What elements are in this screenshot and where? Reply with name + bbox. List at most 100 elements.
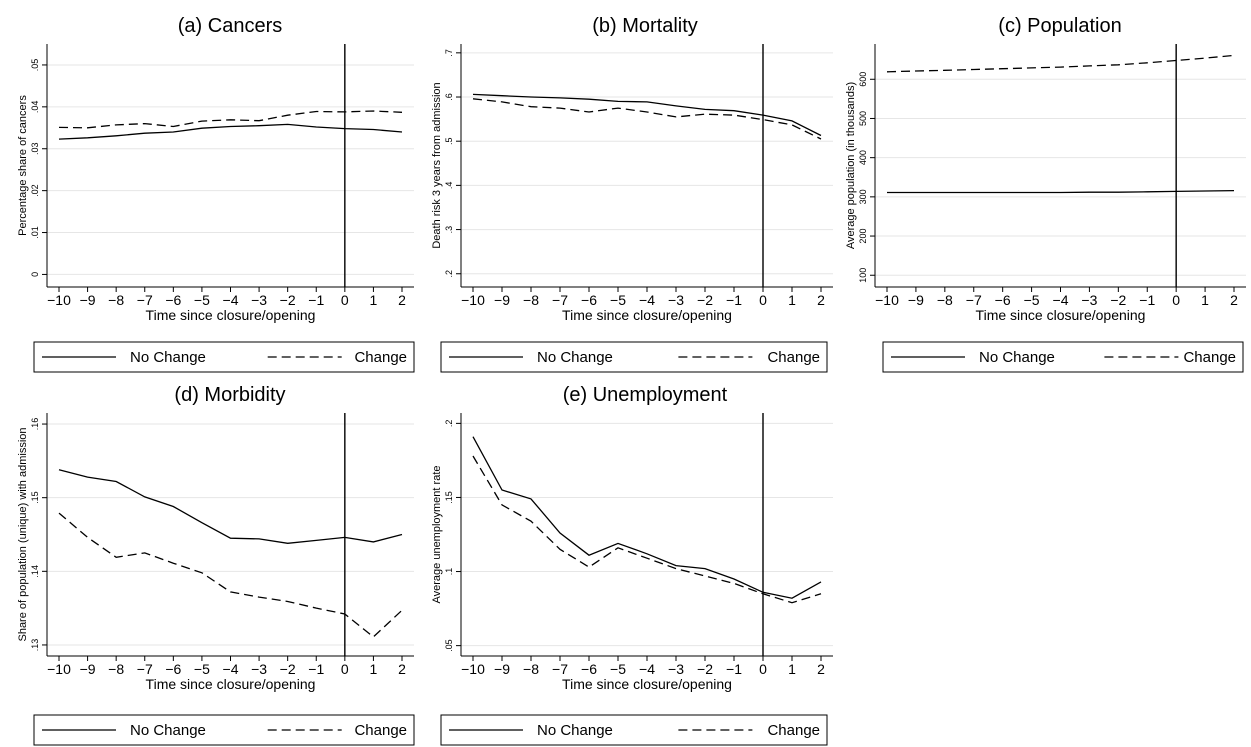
y-tick-label: .14: [30, 565, 40, 578]
series-line-no-change: [58, 469, 403, 544]
x-tick-label: 2: [398, 661, 406, 677]
series-line-no-change: [472, 436, 822, 599]
x-tick-label: −8: [937, 292, 953, 308]
legend: No Change Change: [33, 341, 415, 373]
x-tick-label: −3: [668, 292, 684, 308]
legend: No Change Change: [440, 714, 828, 746]
series-line-change: [472, 98, 822, 140]
x-tick-label: 1: [788, 292, 796, 308]
x-tick-label: −1: [308, 292, 324, 308]
x-tick-label: −8: [108, 661, 124, 677]
x-tick-label: −10: [47, 292, 71, 308]
x-tick-label: −5: [194, 661, 210, 677]
x-tick-label: −4: [223, 661, 239, 677]
x-tick-label: −6: [581, 292, 597, 308]
y-axis-label: Percentage share of cancers: [17, 95, 29, 236]
x-tick-label: −6: [165, 292, 181, 308]
y-tick-label: .4: [444, 182, 454, 190]
chart-panel-5: (e) Unemployment.05.1.15.2−10 −9 −8 −7 −6 −5−…: [431, 384, 833, 746]
x-tick-label: 1: [370, 661, 378, 677]
legend: No Change Change: [33, 714, 415, 746]
x-tick-label: −5: [610, 661, 626, 677]
x-tick-label: −5: [194, 292, 210, 308]
y-tick-label: .6: [444, 93, 454, 101]
x-tick-label: −8: [108, 292, 124, 308]
x-tick-label: −6: [581, 661, 597, 677]
y-tick-label: .01: [30, 226, 40, 239]
series-line-change: [58, 110, 403, 129]
y-axis-label: Average unemployment rate: [431, 466, 443, 604]
y-tick-label: .15: [444, 491, 454, 504]
chart-panel-2: (b) Mortality.2.3.4.5.6.7−10 −9 −8 −7 −6 −5 −4…: [431, 15, 833, 373]
y-tick-label: .13: [30, 639, 40, 652]
x-tick-label: −9: [80, 661, 96, 677]
x-tick-label: 0: [1172, 292, 1180, 308]
x-tick-label: −9: [494, 292, 510, 308]
y-tick-label: 300: [858, 189, 868, 204]
x-tick-label: 0: [759, 661, 767, 677]
y-tick-label: .05: [444, 639, 454, 652]
x-tick-label: 2: [817, 661, 825, 677]
legend: No Change Change: [882, 341, 1244, 373]
x-tick-label: −6: [995, 292, 1011, 308]
x-tick-label: −10: [875, 292, 899, 308]
x-tick-label: −1: [1139, 292, 1155, 308]
x-tick-label: 0: [341, 661, 349, 677]
x-tick-label: −10: [461, 661, 485, 677]
x-axis-label: Time since closure/opening: [976, 307, 1146, 323]
y-axis-label: Death risk 3 years from admission: [431, 82, 443, 248]
y-tick-label: 600: [858, 72, 868, 87]
y-tick-label: 400: [858, 150, 868, 165]
x-tick-label: 1: [1201, 292, 1209, 308]
x-tick-label: −5: [610, 292, 626, 308]
x-tick-label: −10: [461, 292, 485, 308]
y-tick-label: .05: [30, 59, 40, 72]
x-tick-label: 0: [759, 292, 767, 308]
y-tick-label: .1: [444, 568, 454, 576]
x-tick-label: −7: [552, 292, 568, 308]
legend-label-no-change: No Change: [537, 722, 613, 739]
y-tick-label: .2: [444, 420, 454, 428]
series-line-no-change: [887, 189, 1235, 194]
legend-label-no-change: No Change: [130, 722, 206, 739]
x-tick-label: −6: [165, 661, 181, 677]
chart-title: (a) Cancers: [178, 15, 282, 37]
x-tick-label: 2: [398, 292, 406, 308]
x-tick-label: −4: [1053, 292, 1069, 308]
x-tick-label: −4: [639, 661, 655, 677]
series-line-change: [58, 512, 403, 638]
y-tick-label: .3: [444, 226, 454, 234]
chart-panel-4: (d) Morbidity.13.14.15.16−10 −9 −8 −7 −6 −5 −4…: [17, 384, 415, 746]
x-tick-label: −7: [552, 661, 568, 677]
x-axis-label: Time since closure/opening: [146, 676, 316, 692]
y-tick-label: 100: [858, 268, 868, 283]
x-tick-label: −4: [223, 292, 239, 308]
x-tick-label: 2: [1230, 292, 1238, 308]
legend-label-change: Change: [354, 722, 407, 739]
x-tick-label: −2: [697, 292, 713, 308]
y-tick-label: .7: [444, 49, 454, 57]
legend-label-no-change: No Change: [979, 349, 1055, 366]
x-tick-label: −7: [966, 292, 982, 308]
x-tick-label: 1: [788, 661, 796, 677]
legend-label-change: Change: [767, 722, 820, 739]
x-tick-label: −1: [308, 661, 324, 677]
chart-title: (b) Mortality: [592, 15, 698, 37]
series-line-no-change: [472, 93, 822, 137]
y-tick-label: .2: [444, 270, 454, 278]
x-tick-label: −2: [280, 661, 296, 677]
x-tick-label: −4: [639, 292, 655, 308]
x-tick-label: −2: [1110, 292, 1126, 308]
y-tick-label: 200: [858, 229, 868, 244]
y-tick-label: .5: [444, 137, 454, 145]
x-tick-label: 0: [341, 292, 349, 308]
y-tick-label: 500: [858, 111, 868, 126]
y-tick-label: .03: [30, 142, 40, 155]
legend-label-change: Change: [354, 349, 407, 366]
y-axis-label: Average population (in thousands): [845, 82, 857, 249]
series-line-no-change: [58, 123, 403, 140]
x-tick-label: −7: [137, 661, 153, 677]
